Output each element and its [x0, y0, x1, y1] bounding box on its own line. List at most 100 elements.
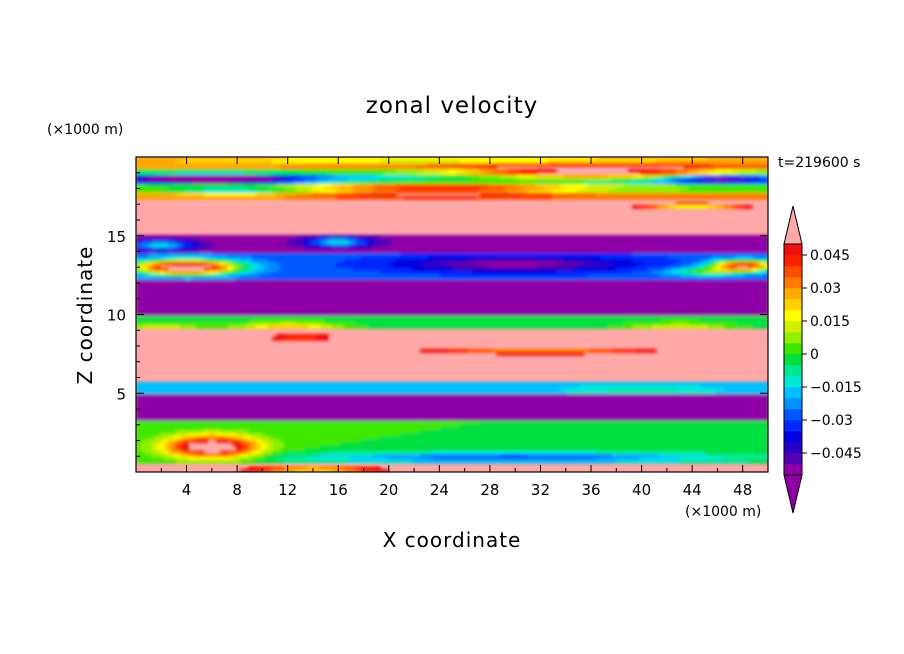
- field-cell: [192, 172, 197, 176]
- field-cell: [544, 262, 549, 266]
- field-cell: [508, 277, 513, 281]
- field-cell: [424, 235, 429, 239]
- field-cell: [468, 190, 473, 194]
- field-cell: [284, 280, 289, 284]
- field-cell: [684, 280, 689, 284]
- field-cell: [252, 196, 257, 200]
- field-cell: [644, 157, 649, 161]
- field-cell: [316, 283, 321, 287]
- field-cell: [384, 163, 389, 167]
- field-cell: [512, 175, 517, 179]
- field-cell: [480, 265, 485, 269]
- field-cell: [276, 169, 281, 173]
- field-cell: [716, 283, 721, 287]
- field-cell: [524, 181, 529, 185]
- field-cell: [556, 250, 561, 254]
- field-cell: [732, 205, 737, 209]
- field-cell: [452, 235, 457, 239]
- field-cell: [364, 187, 369, 191]
- field-cell: [320, 175, 325, 179]
- field-cell: [352, 283, 357, 287]
- field-cell: [488, 256, 493, 260]
- field-cell: [296, 277, 301, 281]
- field-cell: [516, 286, 521, 290]
- field-cell: [708, 271, 713, 275]
- field-cell: [336, 235, 341, 239]
- field-cell: [432, 175, 437, 179]
- field-cell: [636, 178, 641, 182]
- field-cell: [492, 163, 497, 167]
- field-cell: [288, 244, 293, 248]
- field-cell: [660, 280, 665, 284]
- field-cell: [276, 256, 281, 260]
- field-cell: [168, 253, 173, 257]
- field-cell: [656, 280, 661, 284]
- field-cell: [660, 277, 665, 281]
- field-cell: [232, 169, 237, 173]
- field-cell: [688, 175, 693, 179]
- field-cell: [720, 205, 725, 209]
- field-cell: [580, 235, 585, 239]
- field-cell: [288, 178, 293, 182]
- field-cell: [528, 163, 533, 167]
- field-cell: [392, 265, 397, 269]
- field-cell: [356, 175, 361, 179]
- field-cell: [568, 241, 573, 245]
- field-cell: [496, 280, 501, 284]
- field-cell: [288, 286, 293, 290]
- field-cell: [516, 157, 521, 161]
- field-cell: [308, 244, 313, 248]
- field-cell: [504, 190, 509, 194]
- field-cell: [572, 241, 577, 245]
- field-cell: [248, 274, 253, 278]
- field-cell: [500, 187, 505, 191]
- field-cell: [344, 184, 349, 188]
- field-cell: [196, 193, 201, 197]
- field-cell: [404, 169, 409, 173]
- field-cell: [332, 277, 337, 281]
- field-cell: [472, 169, 477, 173]
- field-cell: [180, 259, 185, 263]
- field-cell: [612, 256, 617, 260]
- field-cell: [140, 262, 145, 266]
- field-cell: [228, 193, 233, 197]
- field-cell: [612, 265, 617, 269]
- field-cell: [196, 175, 201, 179]
- field-cell: [708, 160, 713, 164]
- field-cell: [208, 274, 213, 278]
- field-cell: [264, 268, 269, 272]
- field-cell: [480, 187, 485, 191]
- field-cell: [528, 160, 533, 164]
- field-cell: [272, 196, 277, 200]
- field-cell: [260, 169, 265, 173]
- field-cell: [468, 235, 473, 239]
- field-cell: [432, 256, 437, 260]
- field-cell: [148, 280, 153, 284]
- field-cell: [424, 265, 429, 269]
- field-cell: [208, 187, 213, 191]
- field-cell: [556, 268, 561, 272]
- field-cell: [652, 253, 657, 257]
- field-cell: [344, 163, 349, 167]
- field-cell: [588, 178, 593, 182]
- field-cell: [572, 244, 577, 248]
- field-cell: [696, 184, 701, 188]
- field-cell: [388, 172, 393, 176]
- field-cell: [272, 184, 277, 188]
- field-cell: [500, 169, 505, 173]
- field-cell: [668, 190, 673, 194]
- field-cell: [168, 244, 173, 248]
- field-cell: [576, 277, 581, 281]
- field-cell: [700, 157, 705, 161]
- field-cell: [272, 250, 277, 254]
- field-cell: [160, 289, 165, 293]
- field-cell: [464, 283, 469, 287]
- field-cell: [156, 181, 161, 185]
- field-cell: [492, 256, 497, 260]
- field-cell: [388, 157, 393, 161]
- field-cell: [348, 259, 353, 263]
- field-cell: [452, 187, 457, 191]
- field-cell: [484, 193, 489, 197]
- field-cell: [676, 250, 681, 254]
- field-cell: [380, 250, 385, 254]
